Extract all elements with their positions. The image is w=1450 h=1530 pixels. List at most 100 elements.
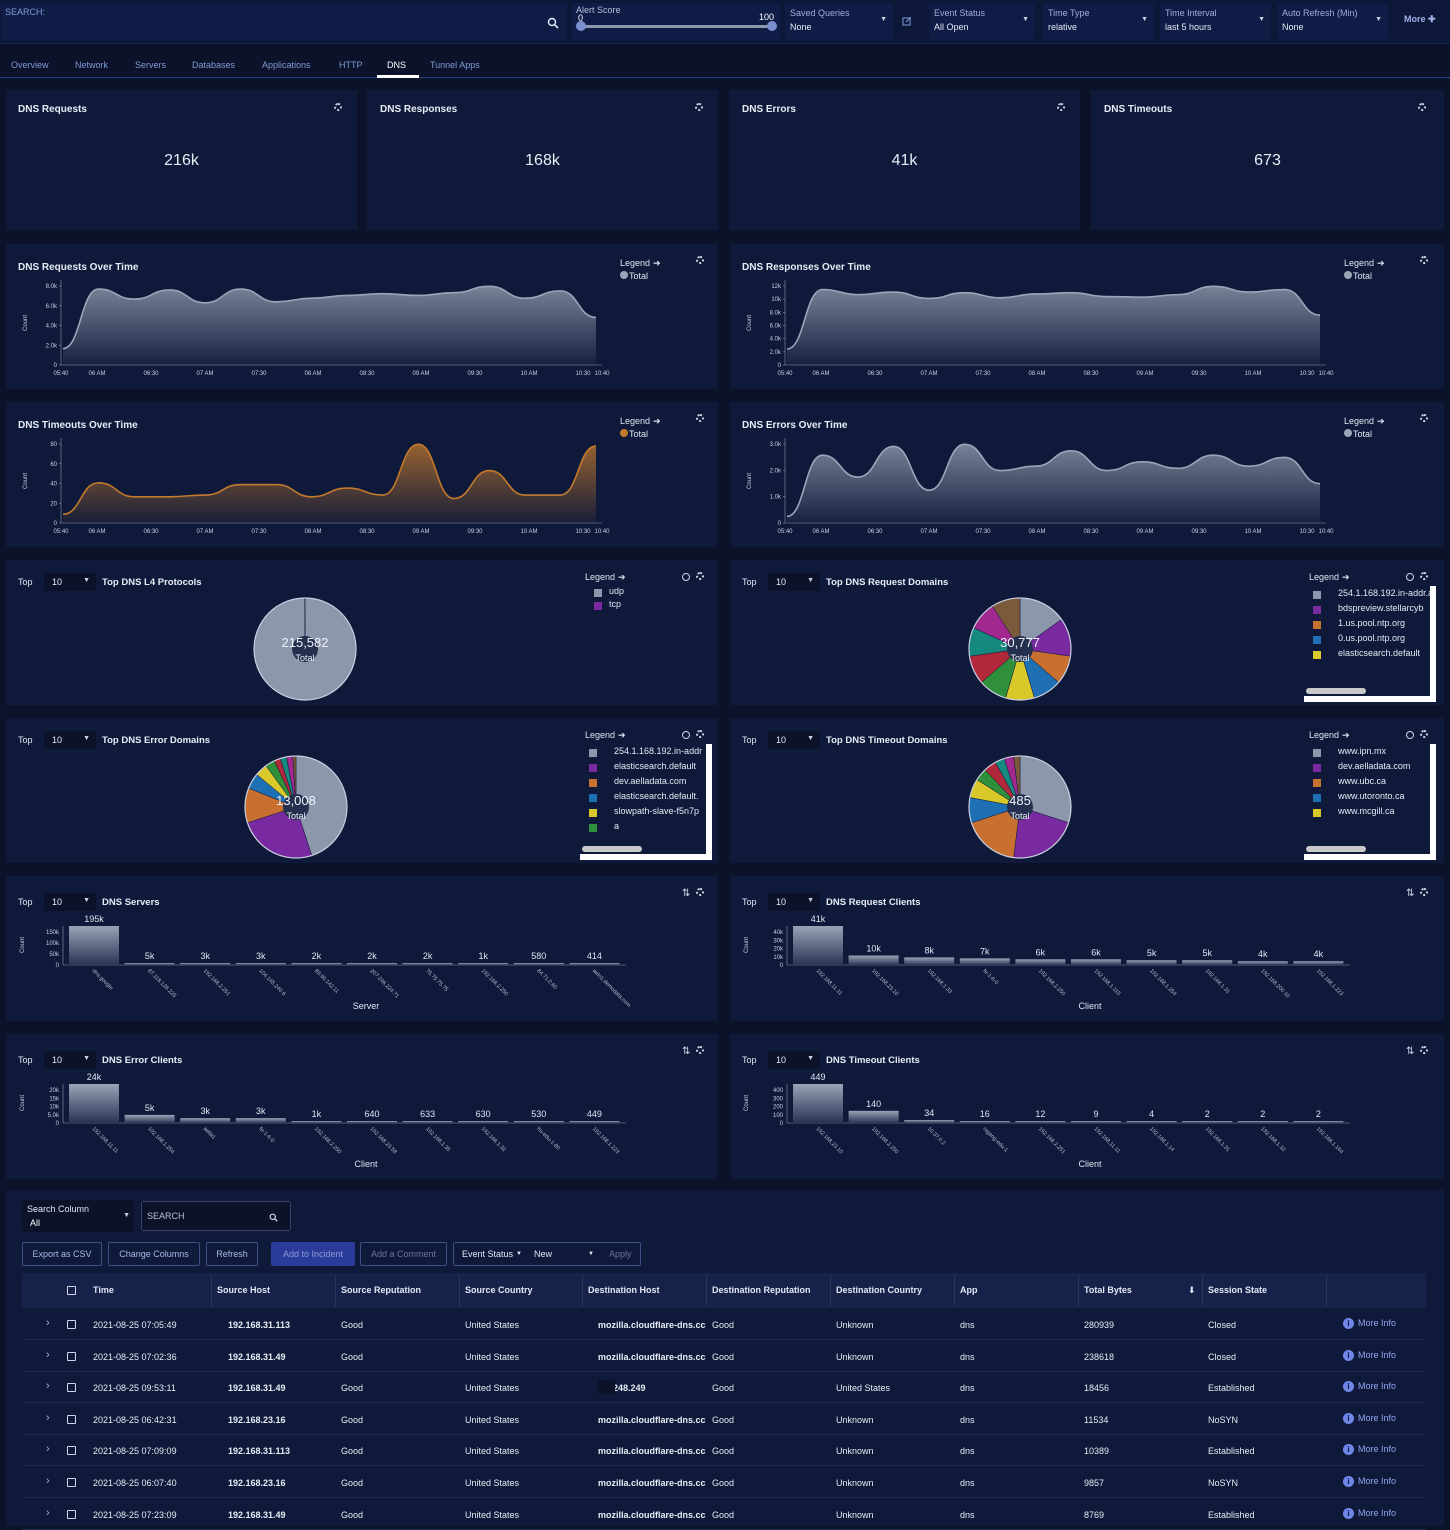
gear-icon[interactable] xyxy=(696,730,704,738)
top-n-select[interactable]: 10▼ xyxy=(768,731,820,749)
gear-icon[interactable] xyxy=(1420,730,1428,738)
more-button[interactable]: More ✚ xyxy=(1396,3,1446,40)
table-cell[interactable]: mozilla.cloudflare-dns.cc xyxy=(598,1446,706,1456)
column-header[interactable]: Destination Reputation xyxy=(712,1285,811,1295)
table-cell[interactable]: mozilla.cloudflare-dns.cc xyxy=(598,1320,706,1330)
slider-track[interactable] xyxy=(581,25,772,28)
column-header[interactable]: Time xyxy=(93,1285,114,1295)
search-icon[interactable] xyxy=(547,17,559,29)
expand-chevron-icon[interactable]: › xyxy=(46,1380,50,1392)
legend-item-label[interactable]: 254.1.168.192.in-addr xyxy=(614,746,702,756)
row-checkbox[interactable] xyxy=(67,1320,76,1329)
table-search-input[interactable]: SEARCH xyxy=(141,1201,291,1231)
reset-icon[interactable] xyxy=(1406,731,1414,739)
column-header[interactable]: Destination Country xyxy=(836,1285,922,1295)
expand-chevron-icon[interactable]: › xyxy=(46,1412,50,1424)
event-status-select[interactable]: Event Status All Open ▼ xyxy=(929,3,1035,40)
table-cell[interactable]: 192.168.31.49 xyxy=(228,1510,286,1520)
tab-overview[interactable]: Overview xyxy=(11,60,49,70)
table-cell[interactable]: mozilla.cloudflare-dns.cc xyxy=(598,1510,706,1520)
gear-icon[interactable] xyxy=(695,103,703,111)
top-n-select[interactable]: 10▼ xyxy=(768,573,820,591)
slider-handle-min[interactable] xyxy=(576,21,586,31)
legend-scrollbar[interactable] xyxy=(1306,846,1366,852)
sort-desc-icon[interactable]: ⬇ xyxy=(1188,1285,1196,1296)
legend-item-label[interactable]: elasticsearch.default xyxy=(614,761,696,771)
search-icon[interactable] xyxy=(269,1213,278,1222)
row-checkbox[interactable] xyxy=(67,1352,76,1361)
column-header[interactable]: Session State xyxy=(1208,1285,1267,1295)
apply-button[interactable]: Apply xyxy=(609,1249,632,1259)
legend-header[interactable]: Legend➔ xyxy=(1309,730,1350,741)
auto-refresh-select[interactable]: Auto Refresh (Min) None ▼ xyxy=(1277,3,1388,40)
top-n-select[interactable]: 10▼ xyxy=(44,731,96,749)
legend-item-label[interactable]: elasticsearch.default xyxy=(1338,648,1420,658)
slider-handle-max[interactable] xyxy=(767,21,777,31)
legend-list[interactable]: 254.1.168.192.in-addr elasticsearch.defau… xyxy=(580,744,712,860)
column-header[interactable]: App xyxy=(960,1285,978,1295)
legend-header[interactable]: Legend➔ xyxy=(585,572,626,583)
change-columns-button[interactable]: Change Columns xyxy=(108,1242,200,1266)
reset-icon[interactable] xyxy=(682,573,690,581)
edit-icon[interactable] xyxy=(902,16,912,26)
tab-tunnel-apps[interactable]: Tunnel Apps xyxy=(430,60,480,70)
gear-icon[interactable] xyxy=(696,572,704,580)
gear-icon[interactable] xyxy=(1418,103,1426,111)
table-cell[interactable]: mozilla.cloudflare-dns.cc xyxy=(598,1352,706,1362)
gear-icon[interactable] xyxy=(1057,103,1065,111)
legend-item-label[interactable]: 254.1.168.192.in-addr.arpa xyxy=(1338,588,1436,598)
column-header[interactable]: Source Host xyxy=(217,1285,270,1295)
reset-icon[interactable] xyxy=(682,731,690,739)
time-type-select[interactable]: Time Type relative ▼ xyxy=(1043,3,1154,40)
add-comment-button[interactable]: Add a Comment xyxy=(360,1242,447,1266)
tab-network[interactable]: Network xyxy=(75,60,108,70)
legend-header[interactable]: Legend➔ xyxy=(1309,572,1350,583)
row-checkbox[interactable] xyxy=(67,1383,76,1392)
expand-chevron-icon[interactable]: › xyxy=(46,1349,50,1361)
row-checkbox[interactable] xyxy=(67,1510,76,1519)
legend-item-label[interactable]: a xyxy=(614,821,619,831)
table-cell[interactable]: 192.168.23.16 xyxy=(228,1478,286,1488)
legend-item-label[interactable]: dev.aelladata.com xyxy=(614,776,686,786)
legend-item-label[interactable]: dev.aelladata.com xyxy=(1338,761,1410,771)
table-cell[interactable]: 192.168.31.113 xyxy=(228,1446,290,1456)
column-header[interactable]: Source Reputation xyxy=(341,1285,421,1295)
legend-item-label[interactable]: tcp xyxy=(609,599,621,609)
tab-http[interactable]: HTTP xyxy=(339,60,363,70)
table-cell[interactable]: 192.168.23.16 xyxy=(228,1415,286,1425)
row-checkbox[interactable] xyxy=(67,1415,76,1424)
legend-item-label[interactable]: slowpath-slave-f5n7p xyxy=(614,806,699,816)
search-box[interactable]: SEARCH: xyxy=(1,3,567,40)
select-all-checkbox[interactable] xyxy=(67,1286,76,1295)
row-checkbox[interactable] xyxy=(67,1446,76,1455)
top-n-select[interactable]: 10▼ xyxy=(44,573,96,591)
column-header[interactable]: Destination Host xyxy=(588,1285,660,1295)
table-cell[interactable]: mozilla.cloudflare-dns.cc xyxy=(598,1478,706,1488)
alert-score-slider[interactable]: Alert Score 0 100 xyxy=(572,3,780,40)
legend-scrollbar[interactable] xyxy=(1306,688,1366,694)
time-interval-select[interactable]: Time Interval last 5 hours ▼ xyxy=(1160,3,1271,40)
event-status-filter-value[interactable]: New xyxy=(534,1249,552,1259)
legend-item-label[interactable]: www.ipn.mx xyxy=(1338,746,1386,756)
table-cell[interactable]: mozilla.cloudflare-dns.cc xyxy=(598,1415,706,1425)
refresh-button[interactable]: Refresh xyxy=(206,1242,258,1266)
legend-item-label[interactable]: www.ubc.ca xyxy=(1338,776,1386,786)
column-header[interactable]: Source Country xyxy=(465,1285,533,1295)
export-csv-button[interactable]: Export as CSV xyxy=(22,1242,102,1266)
saved-queries-select[interactable]: Saved Queries None ▼ xyxy=(785,3,893,40)
legend-item-label[interactable]: 0.us.pool.ntp.org xyxy=(1338,633,1405,643)
